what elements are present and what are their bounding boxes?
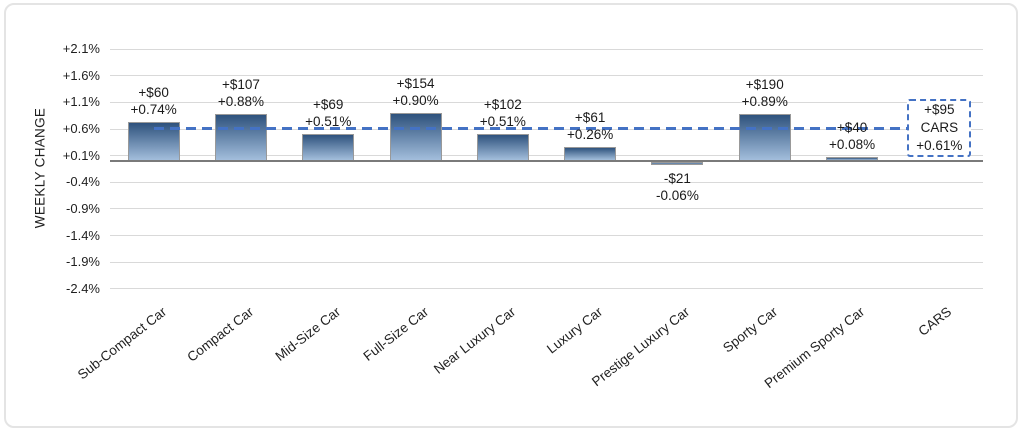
dollar-change-label: +$154 xyxy=(396,76,435,91)
y-tick-label: -1.9% xyxy=(66,254,100,270)
gridline xyxy=(110,208,983,210)
dollar-change-label: +$61 xyxy=(574,110,606,126)
bar-full-size-car xyxy=(389,113,442,161)
y-tick-label: -0.4% xyxy=(66,174,100,190)
y-tick-label: -0.9% xyxy=(66,200,100,216)
percent-change-label: -0.06% xyxy=(656,188,699,204)
x-axis-label-sub-compact-car: Sub-Compact Car xyxy=(74,304,169,383)
y-tick-label: +0.1% xyxy=(62,147,100,163)
bar-near-luxury-car xyxy=(476,133,529,161)
x-axis-label-mid-size-car: Mid-Size Car xyxy=(272,304,344,364)
x-axis-label-prestige-luxury-car: Prestige Luxury Car xyxy=(589,304,693,390)
gridline xyxy=(110,101,983,103)
dollar-change-label: -$21 xyxy=(663,171,691,187)
percent-change-label: +0.51% xyxy=(305,113,352,129)
bar-value-label-sub-compact-car: +$60 +0.74% xyxy=(99,84,209,118)
gridline xyxy=(110,261,983,263)
percent-change-label: +0.26% xyxy=(567,127,614,143)
percent-change-label: +0.88% xyxy=(217,94,265,110)
x-axis-label-cars: CARS xyxy=(915,304,955,339)
dollar-change-label: +$69 xyxy=(313,96,344,112)
chart-card xyxy=(4,3,1018,428)
average-dashed-line xyxy=(153,126,908,130)
bar-sporty-car xyxy=(738,113,791,161)
x-axis-label-sporty-car: Sporty Car xyxy=(719,304,780,356)
bar-value-label-full-size-car: +$154 +0.90% xyxy=(361,75,471,109)
bar-value-label-near-luxury-car: +$102 +0.51% xyxy=(448,96,558,130)
summary-dollar-label: +$95 xyxy=(924,102,955,117)
x-axis-label-compact-car: Compact Car xyxy=(184,304,257,365)
y-tick-label: +2.1% xyxy=(62,41,100,56)
gridline xyxy=(110,181,983,183)
cars-summary-box: +$95 CARS +0.61% xyxy=(907,99,972,157)
gridline xyxy=(110,48,983,50)
summary-name-label: CARS xyxy=(920,120,959,135)
percent-change-label: +0.74% xyxy=(130,101,177,117)
dollar-change-label: +$60 xyxy=(138,84,169,100)
x-axis-label-near-luxury-car: Near Luxury Car xyxy=(430,304,519,377)
y-tick-label: -2.4% xyxy=(66,280,100,296)
bar-value-label-premium-sporty-car: +$40 +0.08% xyxy=(797,119,907,153)
gridline xyxy=(110,288,983,290)
bar-value-label-sporty-car: +$190 +0.89% xyxy=(710,76,820,110)
dollar-change-label: +$190 xyxy=(745,76,784,92)
bar-value-label-prestige-luxury-car: -$21 -0.06% xyxy=(622,170,732,204)
gridline xyxy=(110,155,983,157)
percent-change-label: +0.51% xyxy=(479,113,526,129)
bar-value-label-mid-size-car: +$69 +0.51% xyxy=(273,96,383,130)
bar-compact-car xyxy=(214,114,267,161)
dollar-change-label: +$102 xyxy=(483,96,522,112)
dollar-change-label: +$40 xyxy=(836,119,868,135)
bar-mid-size-car xyxy=(302,133,355,161)
summary-percent-label: +0.61% xyxy=(916,138,963,153)
y-tick-label: -1.4% xyxy=(66,227,100,243)
x-axis-label-luxury-car: Luxury Car xyxy=(544,304,606,357)
gridline xyxy=(110,235,983,237)
y-tick-label: +1.6% xyxy=(62,67,100,83)
gridline xyxy=(110,75,983,77)
y-tick-label: +1.1% xyxy=(62,94,100,110)
percent-change-label: +0.90% xyxy=(392,93,439,108)
bar-prestige-luxury-car xyxy=(651,162,704,166)
x-axis-label-full-size-car: Full-Size Car xyxy=(360,304,431,364)
bar-luxury-car xyxy=(564,147,617,161)
y-tick-label: +0.6% xyxy=(62,121,100,136)
percent-change-label: +0.89% xyxy=(741,93,788,109)
percent-change-label: +0.08% xyxy=(828,136,876,152)
bar-value-label-luxury-car: +$61 +0.26% xyxy=(535,109,645,143)
dollar-change-label: +$107 xyxy=(221,77,260,93)
bar-value-label-compact-car: +$107 +0.88% xyxy=(186,76,296,110)
zero-axis-line xyxy=(110,160,983,162)
